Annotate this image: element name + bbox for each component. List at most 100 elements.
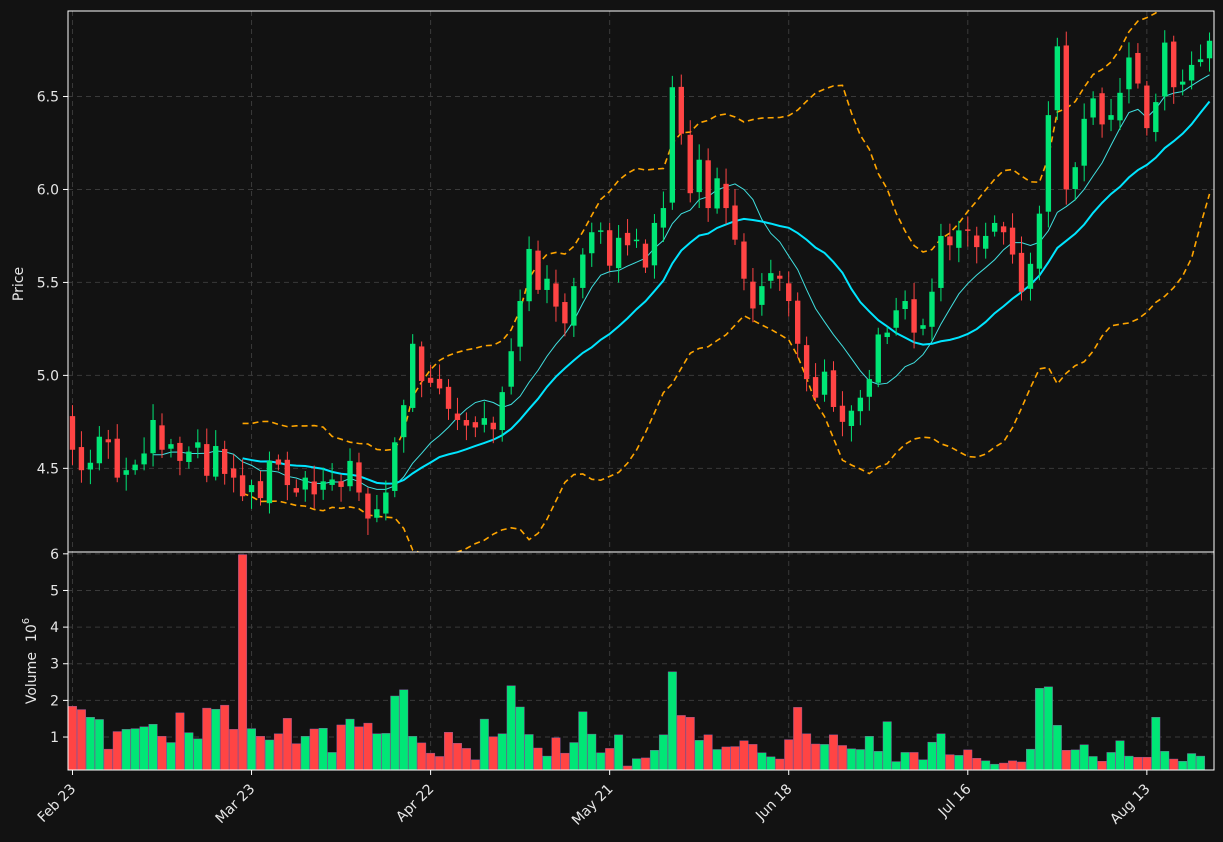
candle-body <box>293 488 299 493</box>
volume-bar <box>649 750 659 771</box>
candle-body <box>1090 98 1096 118</box>
candle-body <box>705 160 711 209</box>
candle-body <box>177 442 183 461</box>
volume-bar <box>1115 740 1125 771</box>
candle-body <box>875 334 881 383</box>
candle-body <box>938 235 944 288</box>
volume-bar <box>891 761 901 771</box>
volume-bar <box>829 734 838 771</box>
candle-body <box>633 239 640 242</box>
candle-body <box>392 442 398 491</box>
volume-bar <box>873 751 883 771</box>
volume-bar <box>820 744 829 771</box>
volume-bar <box>685 717 695 771</box>
candle-body <box>580 254 586 288</box>
volume-bar <box>1061 750 1071 771</box>
candle-body <box>526 248 532 302</box>
candle-body <box>615 237 622 269</box>
volume-bar <box>864 736 874 771</box>
volume-bar <box>1017 761 1026 771</box>
volume-bar <box>515 706 525 771</box>
volume-bar <box>936 733 946 771</box>
volume-bar <box>1052 725 1062 771</box>
volume-bar <box>1196 755 1206 771</box>
volume-bar <box>85 717 95 771</box>
price-y-tick-label: 5.5 <box>37 275 59 291</box>
volume-bar <box>354 726 364 771</box>
candle-body <box>195 442 201 448</box>
candle-body <box>1000 226 1007 233</box>
volume-bar <box>802 733 812 771</box>
candle-body <box>87 462 94 470</box>
volume-bar <box>175 712 185 771</box>
volume-bar <box>837 745 847 771</box>
volume-bar <box>390 695 400 771</box>
volume-bar <box>461 748 471 771</box>
volume-bar <box>909 752 919 771</box>
candle-body <box>624 232 631 246</box>
candle-body <box>150 420 156 454</box>
candle-body <box>248 485 255 493</box>
candle-body <box>768 273 774 281</box>
candle-body <box>1117 92 1123 121</box>
volume-bar <box>1151 717 1161 771</box>
volume-bar <box>103 748 113 771</box>
volume-bar <box>542 755 552 771</box>
volume-y-tick-label: 4 <box>50 620 59 636</box>
candle-body <box>329 479 335 485</box>
candle-body <box>759 286 765 305</box>
candle-body <box>230 468 237 478</box>
volume-bar <box>596 752 606 771</box>
volume-bar <box>730 746 740 771</box>
price-panel: 4.5 5.0 5.5 6.0 6.5 Price <box>11 10 1215 553</box>
candle-body <box>1009 227 1016 255</box>
short-ma-line <box>153 74 1210 490</box>
candle-body <box>821 371 828 395</box>
candle-body <box>1018 252 1025 292</box>
candle-body <box>1099 93 1105 125</box>
candle-body <box>356 462 362 493</box>
candle-body <box>159 425 165 450</box>
candle-body <box>275 459 282 465</box>
volume-bar <box>694 740 704 771</box>
candlesticks <box>69 30 1213 535</box>
price-y-tick-label: 6.5 <box>37 90 59 106</box>
volume-bar <box>1142 756 1152 771</box>
volume-bar <box>488 736 498 771</box>
candle-body <box>669 87 676 203</box>
volume-bar <box>336 724 346 771</box>
volume-bar <box>479 718 489 771</box>
candle-body <box>777 275 783 279</box>
volume-bar <box>273 733 283 771</box>
volume-bar <box>999 762 1009 771</box>
candle-body <box>562 302 568 324</box>
volume-bar <box>68 706 77 771</box>
volume-bar <box>703 734 713 771</box>
volume-bar <box>1169 758 1179 771</box>
candle-body <box>678 86 684 134</box>
volume-bar <box>945 754 955 771</box>
volume-bar <box>506 685 516 771</box>
volume-bar <box>247 728 256 771</box>
lower-band-line <box>242 193 1211 552</box>
candle-body <box>651 222 658 266</box>
volume-bar <box>76 709 86 771</box>
volume-bar <box>963 749 973 771</box>
volume-bar <box>148 724 158 771</box>
volume-bar <box>470 759 480 771</box>
volume-bar <box>990 763 1000 771</box>
candle-body <box>606 230 613 266</box>
candle-body <box>284 459 291 486</box>
volume-axis-label-group: Volume 106 <box>21 618 40 704</box>
price-axis-label: Price <box>11 267 27 301</box>
volume-bar <box>220 704 230 771</box>
moving-averages <box>153 74 1211 490</box>
candle-body <box>1135 52 1141 84</box>
volume-bar <box>166 742 176 771</box>
volume-bar <box>408 736 418 771</box>
candle-body <box>983 235 989 249</box>
candle-body <box>96 436 103 464</box>
volume-bar <box>112 731 122 771</box>
